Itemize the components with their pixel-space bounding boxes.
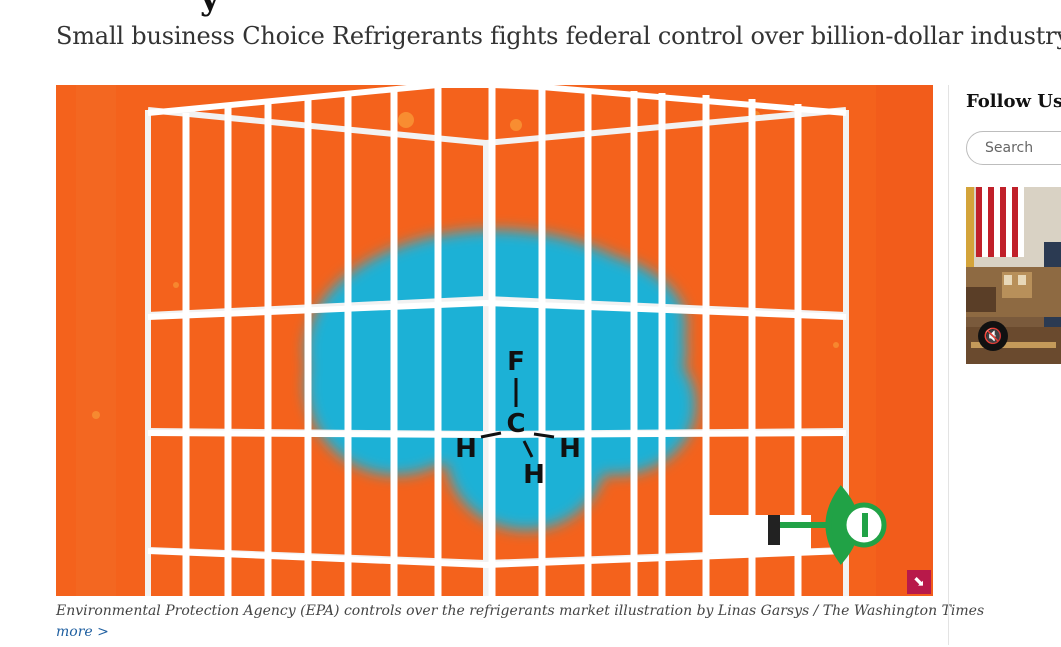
molecule-atom-c: C — [506, 409, 525, 439]
sidebar-divider — [948, 85, 949, 645]
video-frame — [966, 187, 1061, 364]
molecule-atom-h-bottom: H — [523, 460, 545, 490]
cage-illustration: F C H H H — [56, 85, 933, 596]
expand-image-button[interactable]: ⬊ — [907, 570, 931, 594]
video-player-thumbnail[interactable]: 🔇 — [966, 187, 1061, 364]
molecule-atom-h-left: H — [455, 434, 477, 464]
expand-icon: ⬊ — [913, 574, 925, 590]
headline-cropped-tail: y — [200, 0, 220, 18]
search-input[interactable] — [983, 139, 1061, 157]
hero-illustration[interactable]: F C H H H ⬊ — [56, 85, 933, 596]
article-subtitle: Small business Choice Refrigerants fight… — [56, 22, 1061, 50]
mute-button[interactable]: 🔇 — [978, 321, 1008, 351]
muted-speaker-icon: 🔇 — [983, 327, 1003, 345]
molecule-atom-f: F — [507, 347, 525, 377]
image-caption: Environmental Protection Agency (EPA) co… — [56, 603, 985, 619]
molecule-atom-h-right: H — [559, 434, 581, 464]
follow-us-heading: Follow Us — [966, 91, 1061, 112]
sidebar-search[interactable] — [966, 131, 1061, 165]
caption-more-link[interactable]: more > — [56, 624, 109, 640]
